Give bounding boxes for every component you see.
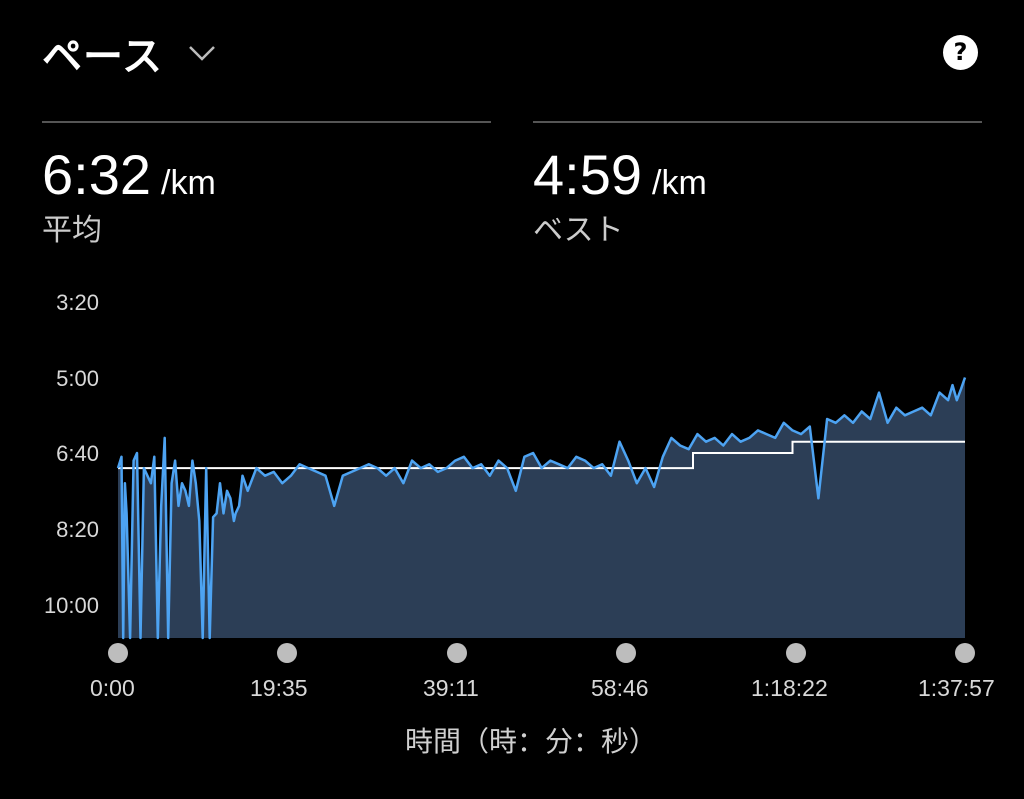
average-pace-line bbox=[118, 440, 965, 470]
x-tick-label: 0:00 bbox=[90, 675, 135, 701]
x-tick-handle[interactable] bbox=[786, 643, 806, 663]
x-tick-label: 39:11 bbox=[423, 675, 479, 701]
pace-series-line bbox=[116, 377, 967, 640]
help-icon[interactable]: ? bbox=[943, 35, 978, 70]
x-tick-handle[interactable] bbox=[955, 643, 975, 663]
x-tick-label: 58:46 bbox=[591, 675, 649, 701]
x-tick-label: 1:37:57 bbox=[918, 675, 995, 701]
y-tick-label: 3:20 bbox=[56, 290, 99, 315]
divider bbox=[42, 121, 491, 123]
pace-area bbox=[118, 377, 965, 638]
y-tick-label: 8:20 bbox=[56, 517, 99, 542]
y-tick-label: 10:00 bbox=[43, 593, 99, 618]
best-pace-label: ベスト bbox=[533, 213, 624, 248]
divider bbox=[533, 121, 982, 123]
x-tick-handle[interactable] bbox=[108, 643, 128, 663]
x-axis-title: 時間（時：分：秒） bbox=[404, 725, 657, 758]
page-title: ペース bbox=[42, 34, 163, 80]
y-tick-label: 5:00 bbox=[56, 366, 99, 391]
y-tick-label: 6:40 bbox=[56, 441, 99, 466]
x-tick-handle[interactable] bbox=[277, 643, 297, 663]
chevron-down-icon bbox=[189, 46, 215, 61]
x-tick-label: 19:35 bbox=[250, 675, 308, 701]
x-tick-handle[interactable] bbox=[616, 643, 636, 663]
average-pace-value: 6:32/km bbox=[42, 143, 216, 206]
x-tick-label: 1:18:22 bbox=[751, 675, 828, 701]
metric-selector[interactable]: ペース bbox=[42, 28, 217, 80]
x-tick-handle[interactable] bbox=[447, 643, 467, 663]
best-pace-value: 4:59/km bbox=[533, 143, 707, 206]
average-pace-label: 平均 bbox=[42, 213, 102, 248]
